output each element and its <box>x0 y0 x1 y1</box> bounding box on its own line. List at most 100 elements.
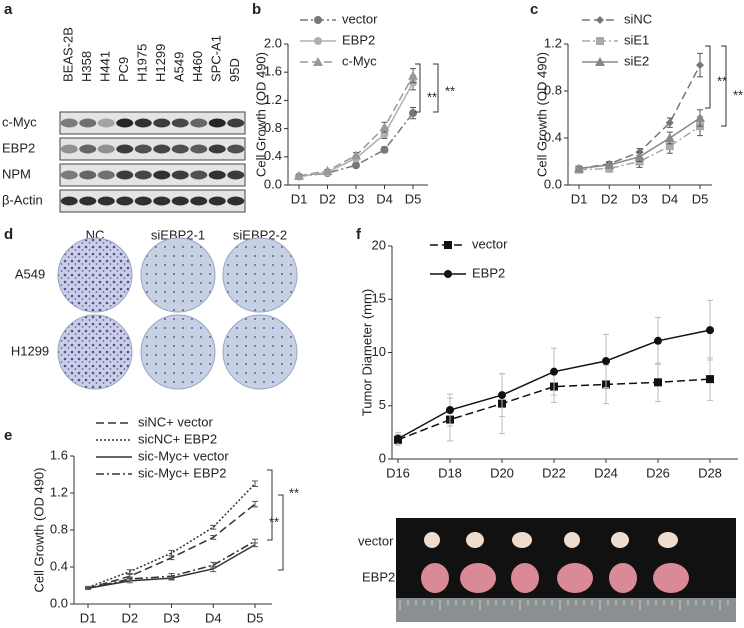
band <box>227 144 245 154</box>
marker <box>409 109 417 118</box>
panel-letter: e <box>4 427 12 444</box>
tumor <box>557 563 593 593</box>
y-tick-label: 2.0 <box>264 35 282 50</box>
row-label: vector <box>358 533 394 548</box>
x-tick-label: D22 <box>542 465 566 480</box>
error-bar <box>85 586 91 590</box>
band <box>171 196 189 206</box>
band <box>227 118 245 128</box>
panel-letter: c <box>530 1 538 18</box>
photo-background <box>396 518 736 606</box>
blot-strip <box>59 111 246 135</box>
band <box>208 144 226 154</box>
error-bar <box>210 561 217 569</box>
blot-strip <box>59 163 246 187</box>
y-tick-label: 0.4 <box>544 129 562 144</box>
significance-bracket <box>278 494 284 571</box>
band <box>97 170 115 180</box>
marker <box>550 367 558 376</box>
marker <box>604 160 615 170</box>
band <box>60 170 78 180</box>
y-axis-label: Cell Growth (OD 490) <box>253 52 268 177</box>
x-tick-label: D28 <box>698 465 722 480</box>
legend-label: vector <box>472 236 508 251</box>
marker <box>574 163 584 173</box>
band <box>79 196 97 206</box>
x-tick-label: D3 <box>348 191 365 206</box>
y-tick-label: 0.8 <box>544 82 562 97</box>
dish <box>222 314 298 390</box>
marker <box>313 57 323 66</box>
marker <box>294 170 304 180</box>
dish <box>140 314 216 390</box>
band <box>60 144 78 154</box>
tumor <box>611 532 629 548</box>
band <box>134 144 152 154</box>
marker <box>602 357 610 366</box>
legend-label: EBP2 <box>472 265 505 280</box>
lane-label: BEAS-2B <box>61 27 76 82</box>
significance-bracket <box>415 63 421 113</box>
column-label: siEBP2-2 <box>233 227 287 242</box>
protein-label: β-Actin <box>2 192 43 207</box>
band <box>208 170 226 180</box>
marker <box>654 378 662 387</box>
x-tick-label: D3 <box>163 610 180 625</box>
marker <box>596 16 604 24</box>
tumor-photo: vector EBP2 <box>358 518 736 622</box>
significance-label: ** <box>717 73 727 88</box>
x-tick-label: D1 <box>80 610 97 625</box>
error-bar <box>210 535 217 540</box>
x-tick-label: D20 <box>490 465 514 480</box>
column-label: siEBP2-1 <box>151 227 205 242</box>
band <box>79 144 97 154</box>
legend-label: sic-Myc+ EBP2 <box>138 465 227 480</box>
band <box>153 118 171 128</box>
y-tick-label: 20 <box>372 237 386 252</box>
y-tick-label: 1.2 <box>544 35 562 50</box>
dish <box>222 237 298 313</box>
band <box>97 118 115 128</box>
x-tick-label: D3 <box>631 191 648 206</box>
x-tick-label: D26 <box>646 465 670 480</box>
band <box>190 196 208 206</box>
band <box>134 196 152 206</box>
lane-label: H358 <box>79 51 94 82</box>
marker <box>322 165 333 175</box>
x-tick-label: D4 <box>661 191 678 206</box>
marker <box>379 122 390 132</box>
marker <box>596 37 604 45</box>
tumor <box>511 563 539 593</box>
ruler <box>396 598 736 622</box>
row-label: H1299 <box>11 343 49 358</box>
panel-letter: b <box>252 1 261 18</box>
marker <box>706 375 714 384</box>
legend-label: c-Myc <box>342 53 377 68</box>
legend-label: EBP2 <box>342 32 375 47</box>
y-tick-label: 0.0 <box>264 176 282 191</box>
marker <box>408 70 418 80</box>
significance-bracket <box>721 45 727 127</box>
marker <box>446 406 454 415</box>
band <box>60 196 78 206</box>
x-tick-label: D24 <box>594 465 618 480</box>
band <box>116 144 134 154</box>
y-axis-label: Cell Growth (OD 490) <box>534 52 549 177</box>
y-tick-label: 10 <box>372 344 386 359</box>
axis-line <box>391 246 738 460</box>
error-bar <box>252 500 258 508</box>
marker <box>498 391 506 400</box>
legend-label: siNC <box>624 11 652 26</box>
panel-letter: a <box>4 1 13 18</box>
x-tick-label: D5 <box>247 610 264 625</box>
band <box>79 170 97 180</box>
dish <box>140 237 216 313</box>
y-tick-label: 1.6 <box>264 64 282 79</box>
band <box>116 118 134 128</box>
legend-label: siNC+ vector <box>138 414 213 429</box>
y-tick-label: 1.2 <box>50 484 68 499</box>
marker <box>696 61 704 70</box>
x-tick-label: D2 <box>601 191 618 206</box>
x-tick-label: D2 <box>121 610 138 625</box>
